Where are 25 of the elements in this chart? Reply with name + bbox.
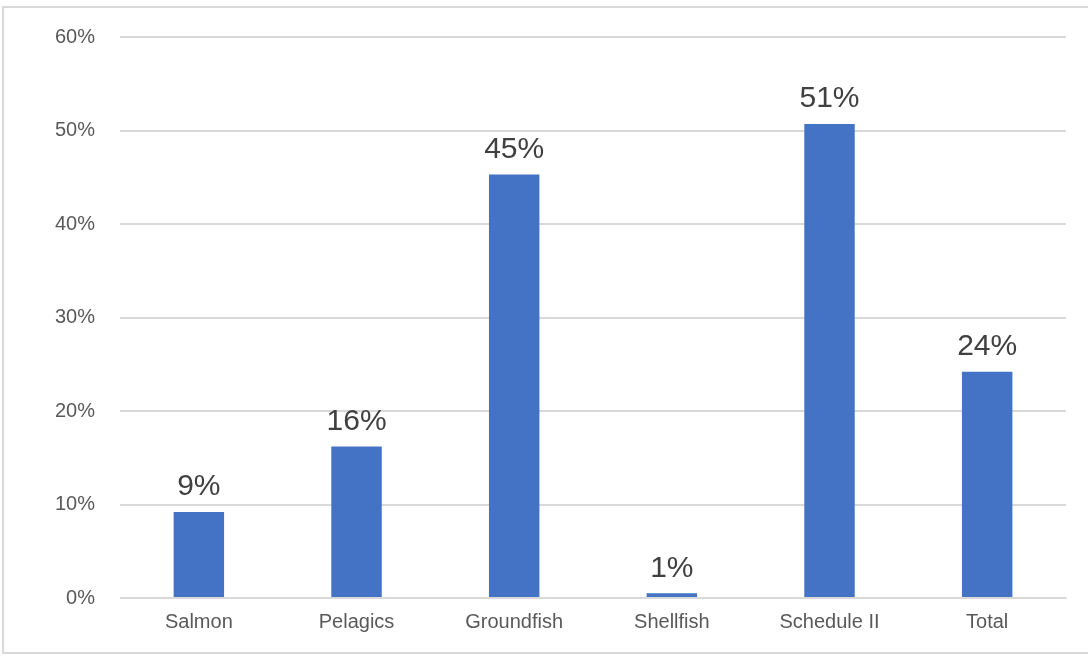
bar — [961, 371, 1013, 597]
y-tick-label: 10% — [55, 492, 96, 515]
data-label: 9% — [177, 468, 221, 502]
bar — [173, 511, 225, 597]
bar — [804, 123, 855, 597]
bar — [488, 174, 540, 597]
data-label: 51% — [799, 80, 860, 114]
y-tick-label: 50% — [55, 118, 96, 141]
y-tick-label: 60% — [55, 24, 96, 47]
x-tick-label: Schedule II — [779, 609, 880, 632]
y-tick-label: 30% — [55, 305, 96, 328]
data-label: 16% — [326, 402, 387, 436]
y-tick-label: 20% — [55, 398, 96, 421]
bar — [646, 593, 698, 597]
x-tick-label: Shellfish — [634, 609, 710, 632]
x-tick-label: Pelagics — [318, 609, 395, 632]
x-tick-label: Groundfish — [465, 609, 564, 632]
x-tick-label: Salmon — [164, 609, 233, 632]
data-label: 24% — [957, 328, 1018, 361]
y-tick-label: 40% — [55, 211, 96, 234]
data-label: 1% — [650, 549, 694, 583]
data-label: 45% — [484, 130, 545, 164]
y-tick-label: 0% — [66, 585, 96, 608]
bar — [331, 446, 382, 597]
x-tick-label: Total — [966, 609, 1009, 632]
